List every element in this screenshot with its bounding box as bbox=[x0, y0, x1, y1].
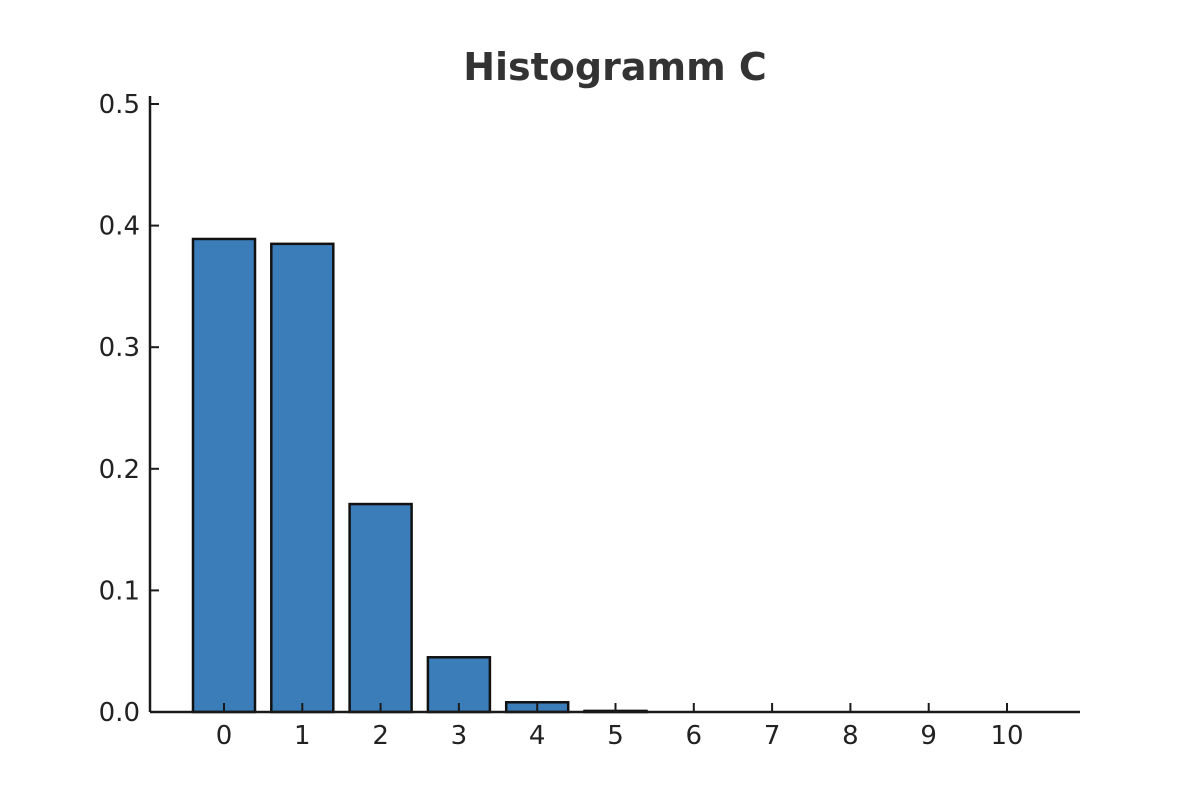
x-tick-label: 7 bbox=[764, 721, 781, 751]
y-tick-label: 0.5 bbox=[99, 90, 140, 120]
y-tick-label: 0.2 bbox=[99, 455, 140, 485]
x-tick-label: 2 bbox=[372, 721, 389, 751]
x-tick-label: 1 bbox=[294, 721, 311, 751]
x-tick-label: 9 bbox=[920, 721, 937, 751]
bars-layer bbox=[191, 237, 648, 714]
bar-2 bbox=[348, 502, 413, 714]
x-tick-label: 10 bbox=[990, 721, 1023, 751]
bar-1 bbox=[270, 242, 335, 714]
x-tick-label: 5 bbox=[607, 721, 624, 751]
x-tick-label: 6 bbox=[686, 721, 703, 751]
x-tick-label: 4 bbox=[529, 721, 546, 751]
x-tick-label: 3 bbox=[451, 721, 468, 751]
chart-title: Histogramm C bbox=[463, 45, 767, 89]
y-tick-label: 0.1 bbox=[99, 576, 140, 606]
x-tick-label: 0 bbox=[216, 721, 233, 751]
y-tick-label: 0.0 bbox=[99, 698, 140, 728]
y-tick-label: 0.3 bbox=[99, 333, 140, 363]
bar-0 bbox=[191, 237, 257, 714]
y-axis: 0.0 0.1 0.2 0.3 0.4 0.5 bbox=[99, 90, 159, 728]
x-tick-label: 8 bbox=[842, 721, 859, 751]
x-axis: 0 1 2 3 4 5 6 7 8 9 10 bbox=[150, 703, 1080, 751]
y-tick-label: 0.4 bbox=[99, 212, 140, 242]
